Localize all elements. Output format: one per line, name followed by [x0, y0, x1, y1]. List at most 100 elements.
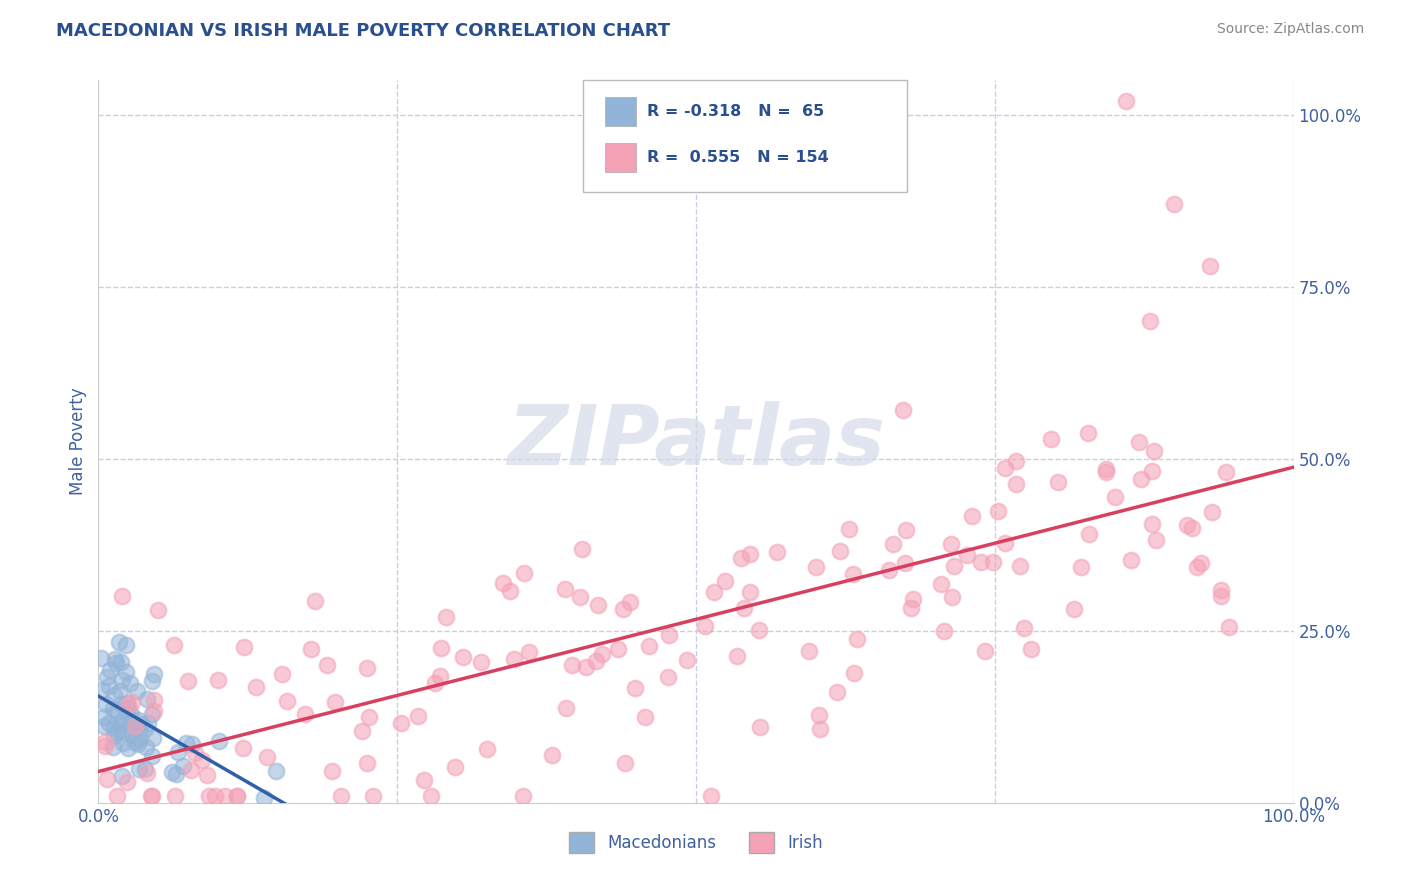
Point [932, 624, 955, 638]
Point [606, 641, 628, 656]
Point [208, 733, 231, 747]
Point [553, 582, 575, 596]
Point [121, 695, 143, 709]
Point [96, 670, 118, 684]
Point [233, 640, 256, 654]
Point [294, 706, 316, 721]
Point [1199, 259, 1222, 273]
Point [575, 660, 598, 674]
Point [98, 715, 121, 730]
Point [356, 756, 378, 771]
Point [330, 789, 353, 803]
Point [994, 536, 1017, 550]
Point [96, 697, 118, 711]
Point [166, 745, 188, 759]
Point [1175, 517, 1198, 532]
Point [970, 555, 993, 569]
Point [103, 688, 125, 702]
Text: MACEDONIAN VS IRISH MALE POVERTY CORRELATION CHART: MACEDONIAN VS IRISH MALE POVERTY CORRELA… [56, 22, 671, 40]
Point [96, 772, 118, 787]
Point [412, 773, 434, 788]
Point [105, 705, 128, 719]
Point [1189, 556, 1212, 570]
Point [900, 600, 922, 615]
Point [1047, 475, 1070, 489]
Point [571, 542, 593, 557]
Point [174, 735, 197, 749]
Point [894, 523, 917, 537]
Point [124, 735, 146, 749]
Point [120, 676, 142, 690]
Point [276, 694, 298, 708]
Point [361, 789, 384, 803]
Point [425, 675, 447, 690]
Point [1218, 620, 1240, 634]
Point [104, 652, 127, 666]
Point [733, 601, 755, 615]
Point [352, 723, 374, 738]
Point [316, 657, 339, 672]
Point [658, 628, 681, 642]
Point [245, 681, 267, 695]
Point [105, 789, 128, 803]
Point [1211, 582, 1233, 597]
Point [1185, 560, 1208, 574]
Point [160, 765, 183, 780]
Point [304, 593, 326, 607]
Point [120, 706, 142, 721]
Point [127, 713, 149, 727]
Point [434, 610, 457, 624]
Text: R =  0.555   N = 154: R = 0.555 N = 154 [647, 150, 828, 165]
Point [740, 547, 762, 561]
Point [191, 753, 214, 767]
Point [588, 598, 610, 612]
Point [103, 722, 125, 736]
Point [264, 764, 287, 778]
Point [124, 719, 146, 733]
Point [846, 632, 869, 646]
Point [891, 403, 914, 417]
Point [1139, 314, 1161, 328]
Point [115, 665, 138, 680]
Point [356, 660, 378, 674]
Point [693, 619, 716, 633]
Point [111, 590, 134, 604]
Point [135, 739, 157, 754]
Point [121, 728, 143, 742]
Point [93, 719, 115, 733]
Point [994, 460, 1017, 475]
Point [165, 766, 187, 780]
Point [956, 548, 979, 562]
Point [1140, 464, 1163, 478]
Point [136, 716, 159, 731]
Point [470, 655, 492, 669]
Point [1004, 476, 1026, 491]
Point [1128, 434, 1150, 449]
Point [1063, 602, 1085, 616]
Point [804, 559, 827, 574]
Point [1070, 559, 1092, 574]
Point [226, 789, 249, 803]
Point [111, 714, 134, 728]
Point [321, 764, 343, 778]
Point [808, 722, 831, 736]
Point [1115, 94, 1137, 108]
Point [475, 742, 498, 756]
Point [141, 673, 163, 688]
Point [214, 789, 236, 803]
Point [1095, 462, 1118, 476]
Point [299, 642, 322, 657]
Point [561, 658, 583, 673]
Point [181, 737, 204, 751]
Point [90, 651, 112, 665]
Point [94, 735, 117, 749]
Point [103, 729, 125, 743]
Point [1140, 517, 1163, 532]
Point [633, 710, 655, 724]
Point [110, 715, 132, 730]
Point [142, 693, 165, 707]
Point [271, 666, 294, 681]
Point [1163, 197, 1185, 211]
Legend: Macedonians, Irish: Macedonians, Irish [562, 826, 830, 860]
Point [163, 638, 186, 652]
